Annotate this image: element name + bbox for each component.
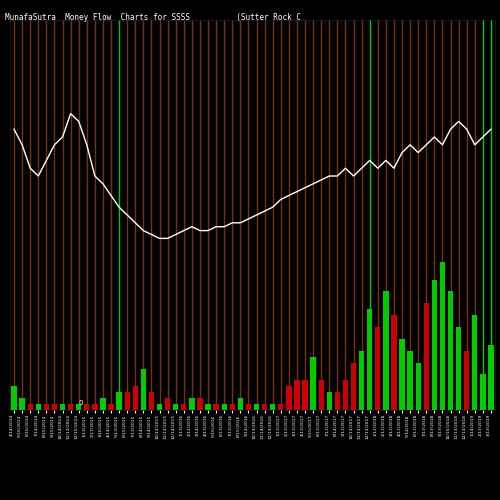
Bar	[238, 398, 243, 410]
Bar	[464, 350, 469, 410]
Bar	[20, 398, 25, 410]
Bar	[351, 362, 356, 410]
Bar	[230, 404, 235, 410]
Text: 0: 0	[78, 400, 83, 406]
Bar	[440, 262, 445, 410]
Bar	[278, 404, 283, 410]
Bar	[12, 386, 16, 410]
Bar	[294, 380, 300, 410]
Bar	[326, 392, 332, 410]
Bar	[408, 350, 413, 410]
Bar	[392, 315, 396, 410]
Bar	[254, 404, 259, 410]
Bar	[181, 404, 186, 410]
Bar	[36, 404, 41, 410]
Bar	[206, 404, 210, 410]
Bar	[198, 398, 202, 410]
Bar	[375, 327, 380, 410]
Bar	[44, 404, 49, 410]
Bar	[448, 292, 453, 410]
Bar	[286, 386, 292, 410]
Bar	[262, 404, 268, 410]
Bar	[222, 404, 227, 410]
Bar	[367, 309, 372, 410]
Text: MunafaSutra  Money Flow  Charts for SSSS          (Sutter Rock C: MunafaSutra Money Flow Charts for SSSS (…	[5, 12, 301, 22]
Bar	[100, 398, 105, 410]
Bar	[165, 398, 170, 410]
Bar	[246, 404, 251, 410]
Bar	[472, 315, 478, 410]
Bar	[92, 404, 98, 410]
Bar	[310, 356, 316, 410]
Bar	[456, 327, 462, 410]
Bar	[108, 404, 114, 410]
Bar	[302, 380, 308, 410]
Bar	[149, 392, 154, 410]
Bar	[189, 398, 194, 410]
Bar	[432, 280, 437, 410]
Bar	[140, 368, 146, 410]
Bar	[270, 404, 276, 410]
Bar	[343, 380, 348, 410]
Bar	[416, 362, 421, 410]
Bar	[60, 404, 65, 410]
Bar	[132, 386, 138, 410]
Bar	[359, 350, 364, 410]
Bar	[28, 404, 33, 410]
Bar	[400, 339, 404, 410]
Bar	[116, 392, 122, 410]
Bar	[124, 392, 130, 410]
Bar	[334, 392, 340, 410]
Bar	[68, 404, 73, 410]
Bar	[157, 404, 162, 410]
Bar	[318, 380, 324, 410]
Bar	[480, 374, 486, 410]
Bar	[76, 404, 82, 410]
Bar	[84, 404, 89, 410]
Bar	[424, 304, 429, 410]
Bar	[214, 404, 219, 410]
Bar	[173, 404, 178, 410]
Bar	[383, 292, 388, 410]
Bar	[52, 404, 57, 410]
Bar	[488, 345, 494, 410]
